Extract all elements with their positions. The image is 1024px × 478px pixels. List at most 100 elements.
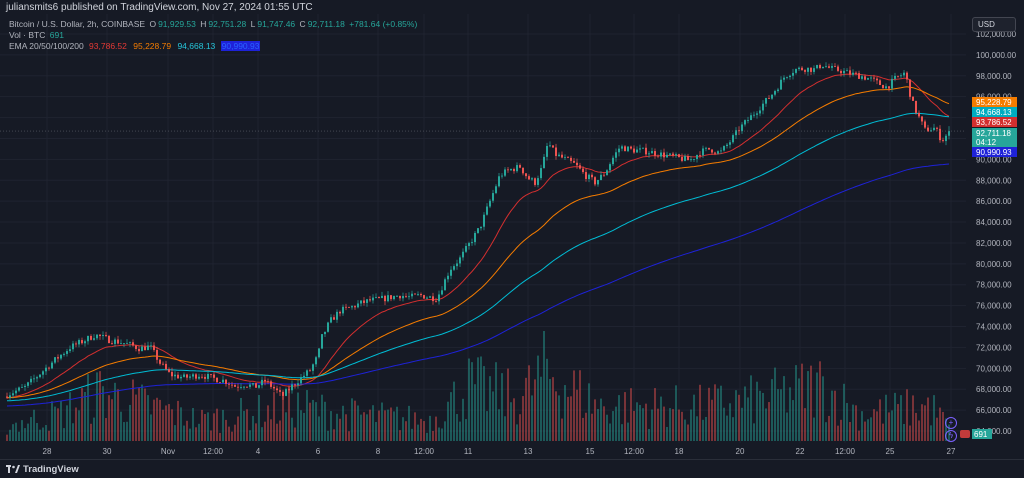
volume-bar	[381, 402, 383, 441]
candle-body	[861, 76, 863, 79]
volume-bar	[756, 381, 758, 441]
candle-body	[519, 165, 521, 168]
ema20-value: 93,786.52	[89, 41, 127, 51]
candle-body	[192, 374, 194, 377]
candle-body	[405, 296, 407, 297]
volume-bar	[765, 408, 767, 441]
price-chart[interactable]	[0, 14, 966, 443]
candle-body	[135, 345, 137, 349]
candle-body	[624, 146, 626, 152]
candle-body	[633, 148, 635, 153]
change-value: +781.64 (+0.85%)	[349, 19, 418, 29]
volume-bar	[675, 385, 677, 441]
add-alert-icon[interactable]: +	[945, 417, 957, 429]
candle-body	[786, 77, 788, 78]
candle-body	[672, 153, 674, 156]
candle-body	[477, 228, 479, 233]
volume-bar	[852, 404, 854, 441]
volume-bar	[393, 411, 395, 441]
open-label: O	[149, 19, 157, 29]
candle-body	[282, 391, 284, 396]
currency-selector[interactable]: USD	[972, 17, 1016, 32]
candle-body	[495, 186, 497, 194]
volume-bar	[840, 419, 842, 441]
candle-body	[312, 364, 314, 371]
candle-body	[105, 335, 107, 336]
candle-body	[858, 73, 860, 79]
volume-bar	[636, 402, 638, 441]
time-tick-label: 12:00	[624, 447, 645, 456]
volume-bar	[672, 409, 674, 441]
price-axis[interactable]: 102,000.00100,000.0098,000.0096,000.0094…	[966, 14, 1024, 458]
volume-label[interactable]: Vol · BTC	[9, 30, 46, 40]
volume-bar	[732, 417, 734, 441]
volume-bar	[621, 424, 623, 441]
volume-bar	[615, 406, 617, 441]
volume-bar	[768, 402, 770, 441]
volume-bar	[633, 410, 635, 441]
candle-body	[303, 375, 305, 378]
time-axis[interactable]: 28 30 Nov 12:00 4 6 8 12:00 11 13 15 12:00 18 20 22 12:…	[0, 443, 966, 459]
volume-bar	[567, 396, 569, 441]
volume-bar	[786, 412, 788, 441]
volume-bar	[483, 366, 485, 441]
candle-body	[675, 154, 677, 156]
candle-body	[816, 65, 818, 69]
symbol-name[interactable]: Bitcoin / U.S. Dollar, 2h, COINBASE	[9, 19, 146, 29]
candle-body	[843, 70, 845, 74]
volume-bar	[519, 414, 521, 441]
volume-bar	[501, 373, 503, 441]
candle-body	[717, 151, 719, 154]
volume-bar	[303, 412, 305, 441]
ema100-price-label: 94,668.13	[972, 107, 1017, 117]
volume-bar	[399, 430, 401, 441]
volume-bar	[882, 423, 884, 441]
candle-body	[486, 206, 488, 215]
price-tick-label: 98,000.00	[976, 72, 1012, 81]
candle-body	[729, 142, 731, 145]
volume-bar	[927, 397, 929, 441]
candle-body	[762, 103, 764, 111]
volume-bar	[825, 422, 827, 441]
volume-bar	[792, 400, 794, 441]
ema200-value: 90,990.93	[220, 41, 261, 51]
candle-body	[99, 334, 101, 336]
candle-body	[531, 178, 533, 180]
volume-bar	[360, 414, 362, 441]
candle-body	[444, 279, 446, 291]
volume-bar	[849, 422, 851, 441]
volume-bar	[222, 409, 224, 441]
candle-body	[84, 341, 86, 344]
candle-body	[243, 386, 245, 388]
candle-body	[363, 300, 365, 303]
volume-bar	[411, 428, 413, 441]
volume-bar	[96, 372, 98, 441]
tradingview-logo[interactable]: TradingView	[6, 464, 79, 475]
lightning-icon[interactable]: ϟ	[945, 430, 957, 442]
volume-bar	[942, 411, 944, 441]
price-tick-label: 66,000.00	[976, 406, 1012, 415]
candle-body	[183, 374, 185, 377]
time-axis-bg	[0, 443, 966, 459]
volume-bar	[582, 417, 584, 441]
footer-bar: TradingView	[0, 459, 1024, 478]
candle-body	[756, 113, 758, 115]
candle-body	[483, 214, 485, 227]
volume-bar	[18, 431, 20, 441]
candle-body	[831, 66, 833, 68]
volume-bar	[867, 419, 869, 441]
volume-bar	[75, 407, 77, 441]
volume-bar	[681, 411, 683, 441]
ema-label[interactable]: EMA 20/50/100/200	[9, 41, 84, 51]
volume-bar	[417, 424, 419, 441]
candle-body	[21, 386, 23, 388]
volume-bar	[864, 421, 866, 441]
candle-body	[429, 296, 431, 298]
volume-bar	[807, 371, 809, 441]
volume-bar	[591, 413, 593, 441]
volume-bar	[6, 434, 8, 441]
volume-bar	[42, 427, 44, 441]
candle-body	[711, 149, 713, 153]
volume-bar	[531, 395, 533, 441]
volume-bar	[84, 391, 86, 441]
